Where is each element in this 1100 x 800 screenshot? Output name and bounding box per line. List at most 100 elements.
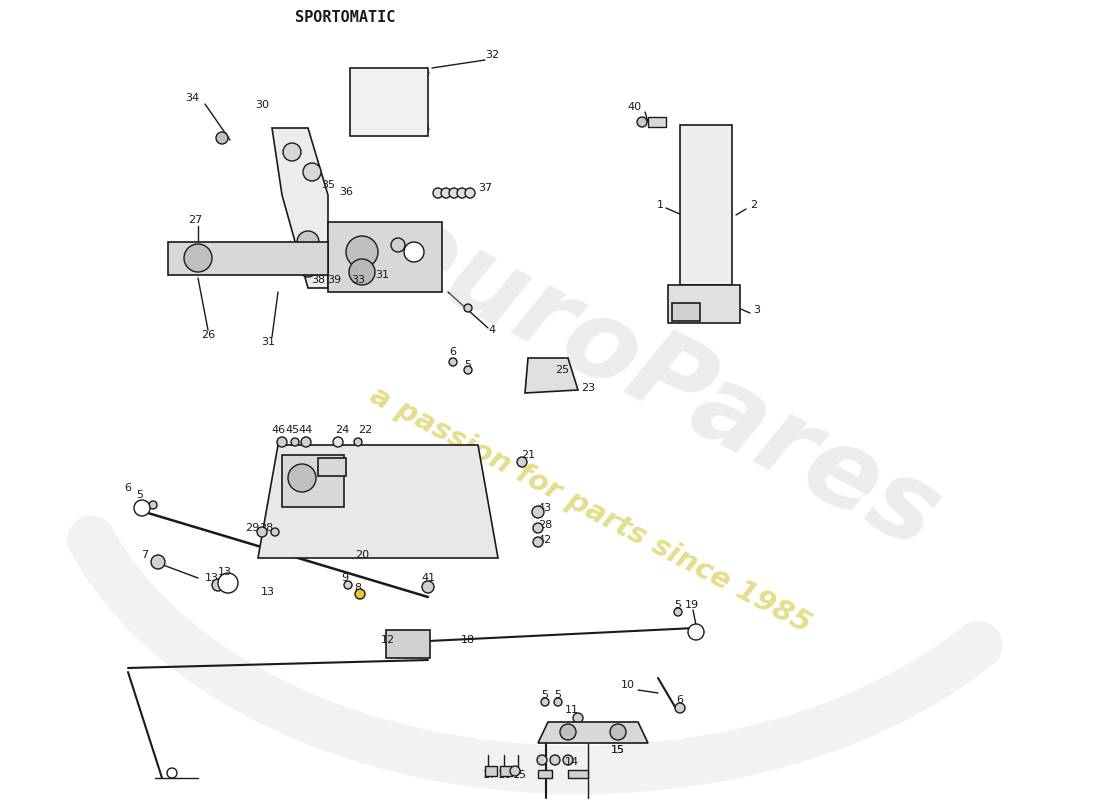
Circle shape	[344, 581, 352, 589]
Text: 46: 46	[271, 425, 285, 435]
Text: 13: 13	[261, 587, 275, 597]
Text: 5: 5	[541, 690, 549, 700]
Circle shape	[573, 713, 583, 723]
Circle shape	[674, 608, 682, 616]
Text: 25: 25	[554, 365, 569, 375]
Circle shape	[184, 244, 212, 272]
Circle shape	[537, 755, 547, 765]
Text: 33: 33	[351, 275, 365, 285]
Text: 6: 6	[676, 695, 683, 705]
Text: 5: 5	[464, 360, 472, 370]
Circle shape	[349, 259, 375, 285]
Text: 9: 9	[341, 573, 349, 583]
Text: 41: 41	[421, 573, 436, 583]
Text: 1: 1	[657, 200, 663, 210]
Text: 7: 7	[142, 550, 148, 560]
Circle shape	[271, 528, 279, 536]
Circle shape	[465, 188, 475, 198]
Text: 19: 19	[685, 600, 700, 610]
Circle shape	[510, 766, 520, 776]
Circle shape	[299, 259, 317, 277]
Bar	[318, 458, 346, 476]
Circle shape	[560, 724, 576, 740]
Text: 28: 28	[538, 520, 552, 530]
Text: euroPares: euroPares	[363, 189, 957, 571]
Text: 10: 10	[621, 680, 635, 690]
Circle shape	[333, 437, 343, 447]
Circle shape	[134, 500, 150, 516]
Bar	[485, 766, 497, 776]
Circle shape	[302, 163, 321, 181]
Circle shape	[151, 555, 165, 569]
Circle shape	[534, 523, 543, 533]
Circle shape	[464, 304, 472, 312]
Bar	[282, 455, 344, 507]
Circle shape	[422, 581, 435, 593]
Text: 14: 14	[565, 757, 579, 767]
Text: 37: 37	[477, 183, 492, 193]
Text: 17: 17	[483, 770, 497, 780]
Circle shape	[554, 698, 562, 706]
Circle shape	[541, 698, 549, 706]
Text: 44: 44	[299, 425, 314, 435]
Circle shape	[637, 117, 647, 127]
Text: 22: 22	[358, 425, 372, 435]
Text: a passion for parts since 1985: a passion for parts since 1985	[365, 382, 815, 638]
Circle shape	[355, 589, 365, 599]
Circle shape	[532, 506, 544, 518]
Circle shape	[218, 573, 238, 593]
Text: 20: 20	[355, 550, 370, 560]
Text: 45: 45	[286, 425, 300, 435]
Circle shape	[675, 703, 685, 713]
Circle shape	[212, 579, 224, 591]
Text: 4: 4	[488, 325, 496, 335]
Circle shape	[301, 437, 311, 447]
Text: 21: 21	[521, 450, 535, 460]
Text: 31: 31	[375, 270, 389, 280]
Circle shape	[610, 724, 626, 740]
Text: 11: 11	[565, 705, 579, 715]
Text: 6: 6	[124, 483, 132, 493]
Text: 5: 5	[674, 600, 682, 610]
Circle shape	[288, 464, 316, 492]
Circle shape	[464, 366, 472, 374]
Polygon shape	[328, 222, 442, 292]
Circle shape	[563, 755, 573, 765]
Text: 8: 8	[354, 583, 362, 593]
Circle shape	[216, 132, 228, 144]
Polygon shape	[668, 285, 740, 323]
Text: 36: 36	[339, 187, 353, 197]
Circle shape	[550, 755, 560, 765]
Text: 13: 13	[218, 567, 232, 577]
Text: 32: 32	[485, 50, 499, 60]
Bar	[500, 766, 512, 776]
Circle shape	[441, 188, 451, 198]
Polygon shape	[538, 722, 648, 743]
Text: 5: 5	[554, 690, 561, 700]
Circle shape	[688, 624, 704, 640]
Polygon shape	[272, 128, 328, 288]
Text: 6: 6	[450, 347, 456, 357]
Bar	[568, 770, 588, 778]
Text: 5: 5	[136, 490, 143, 500]
Text: 28: 28	[258, 523, 273, 533]
Text: 29: 29	[245, 523, 260, 533]
Polygon shape	[258, 445, 498, 558]
Bar	[538, 770, 552, 778]
Circle shape	[404, 242, 424, 262]
Text: 26: 26	[201, 330, 216, 340]
Circle shape	[534, 537, 543, 547]
Text: 18: 18	[461, 635, 475, 645]
Circle shape	[517, 457, 527, 467]
Text: 15: 15	[610, 745, 625, 755]
Bar	[672, 303, 700, 321]
Circle shape	[148, 501, 157, 509]
Circle shape	[433, 188, 443, 198]
Text: 15: 15	[513, 770, 527, 780]
Text: 12: 12	[381, 635, 395, 645]
Circle shape	[354, 438, 362, 446]
Text: 2: 2	[750, 200, 758, 210]
Circle shape	[297, 231, 319, 253]
Bar	[350, 68, 428, 136]
Text: 3: 3	[754, 305, 760, 315]
